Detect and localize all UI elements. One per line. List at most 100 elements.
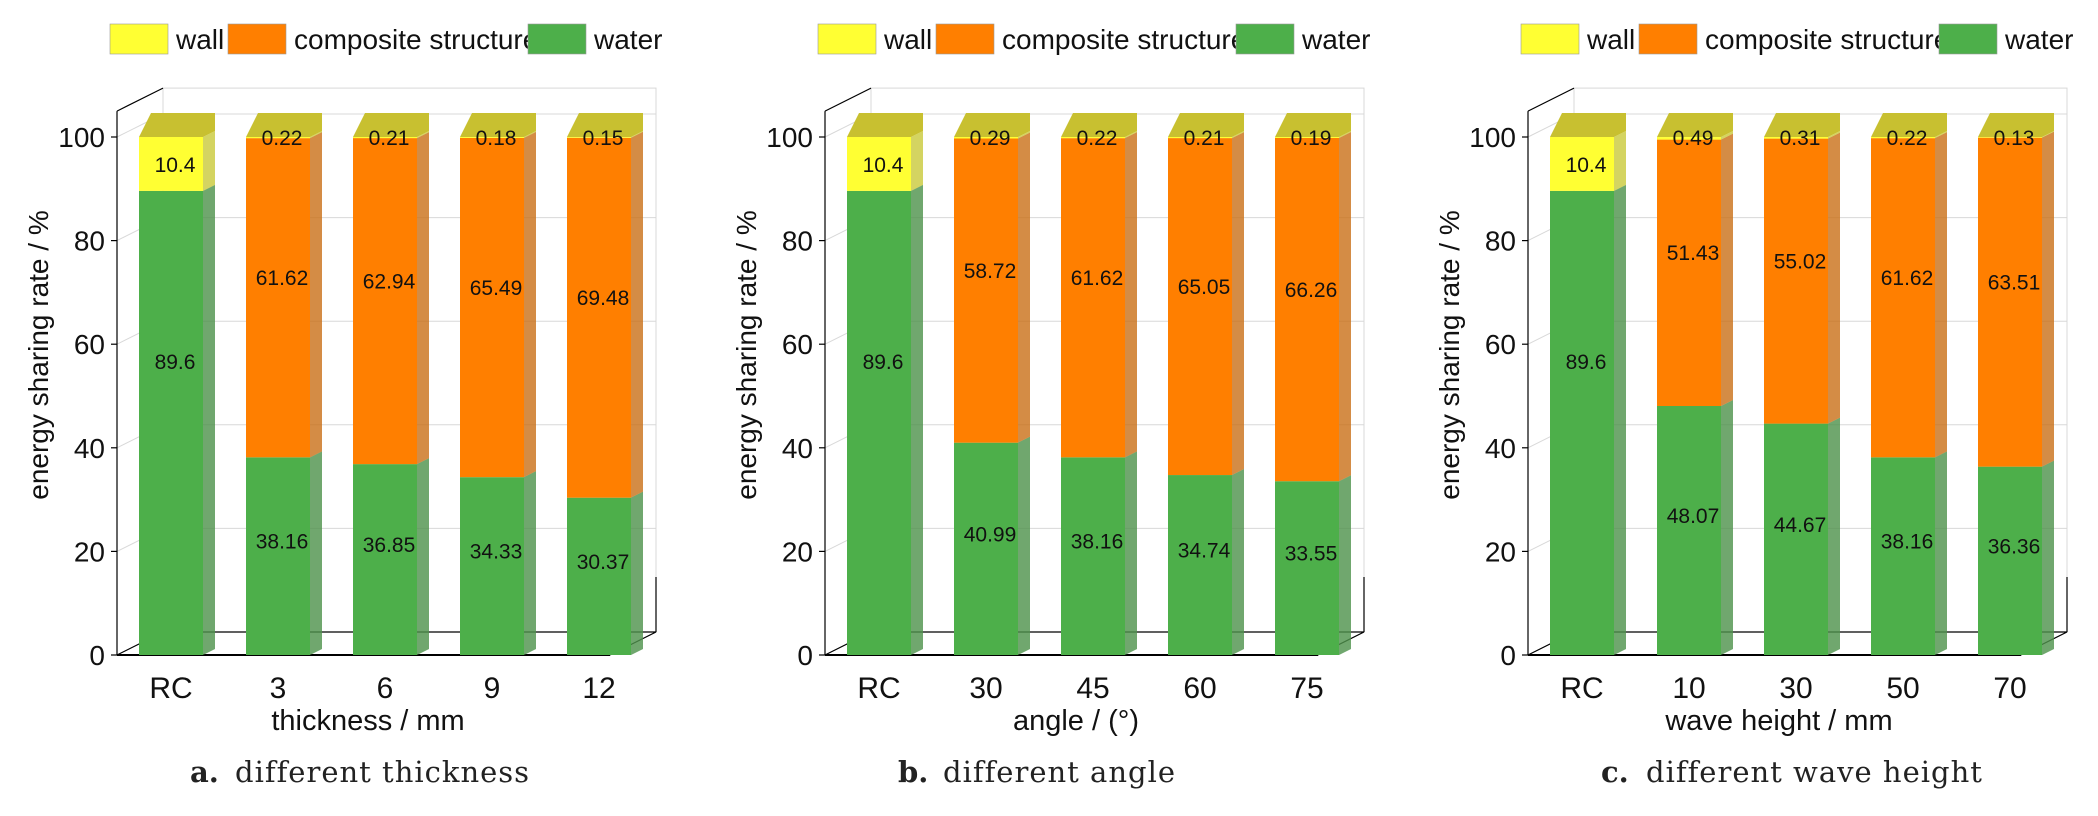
bar-water (1764, 423, 1828, 655)
data-label: 34.33 (470, 541, 523, 564)
bar-top-cap (1657, 113, 1733, 138)
bar-side-shade (1828, 417, 1840, 655)
data-label: 0.21 (1184, 127, 1225, 150)
data-label: 10.4 (863, 154, 904, 177)
bar-side-shade (1018, 132, 1030, 443)
y-tick-label: 20 (74, 536, 105, 567)
bar-side (1935, 451, 1947, 655)
bar-side (1339, 475, 1351, 655)
bar-water (353, 464, 417, 655)
bar-side (1125, 451, 1137, 655)
bar-wall (1764, 137, 1828, 139)
panel-label: c. (1601, 755, 1629, 789)
legend-label: wall (883, 24, 932, 55)
bar-side (417, 458, 429, 655)
bar-side-shade (1614, 184, 1626, 655)
bar-side (1828, 417, 1840, 655)
bar-side (417, 131, 429, 139)
bar-side (524, 131, 536, 138)
bar-wall (353, 137, 417, 139)
bar-side (310, 132, 322, 458)
bar-side-shade (524, 471, 536, 655)
bar-water (1275, 481, 1339, 655)
bar-composite-structure (1061, 138, 1125, 458)
bar-side (1614, 131, 1626, 191)
bar-side-shade (1125, 131, 1137, 139)
data-label: 0.15 (583, 127, 624, 150)
x-tick-label: RC (857, 672, 900, 705)
bar-side (631, 131, 643, 498)
bar-water (1657, 405, 1721, 655)
bar-wall (1978, 137, 2042, 138)
bar-top-cap (567, 113, 643, 137)
data-label: 65.49 (470, 277, 523, 300)
panel-caption: c. different wave height (1601, 755, 1982, 789)
bar-side (1232, 131, 1244, 139)
bar-side-shade (524, 131, 536, 138)
data-label: 33.55 (1285, 543, 1338, 566)
bar-side-shade (1339, 131, 1351, 138)
legend-label: wall (1586, 24, 1635, 55)
x-tick-label: 60 (1183, 672, 1216, 705)
x-axis-title: thickness / mm (271, 705, 464, 737)
bar-side-shade (1828, 131, 1840, 139)
panel-caption: a. different thickness (190, 755, 529, 789)
bar-water (1871, 457, 1935, 655)
bar-wall (1550, 137, 1614, 191)
data-label: 40.99 (964, 523, 1017, 546)
chart-panel-c: 0 20 40 60 80 100 89.6 10.4 RC 48.07 51.43 0.49 10 44… (1434, 23, 2073, 789)
bar-top-cap (1978, 113, 2054, 137)
legend-swatch (1520, 23, 1580, 55)
y-tick-label: 0 (797, 640, 813, 671)
bar-side (631, 131, 643, 138)
legend-label: water (2004, 24, 2073, 55)
bar-side-shade (631, 131, 643, 498)
bar-side (1828, 132, 1840, 424)
bar-side-shade (2042, 131, 2054, 467)
y-tick-label: 80 (1485, 226, 1516, 257)
bar-side (2042, 131, 2054, 138)
legend-label: composite structure (1002, 24, 1246, 55)
bar-side-shade (1125, 132, 1137, 458)
x-tick-label: 30 (1779, 672, 1812, 705)
bar-side-shade (310, 132, 322, 458)
bar-side-shade (1232, 132, 1244, 476)
legend-label: water (1301, 24, 1370, 55)
bar-side-shade (1339, 475, 1351, 655)
chart-panel-b: 0 20 40 60 80 100 89.6 10.4 RC 40.99 58.72 0.29 30 38… (731, 23, 1370, 789)
bar-top-cap (1168, 113, 1244, 137)
data-label: 0.22 (1077, 127, 1118, 150)
data-label: 34.74 (1178, 539, 1231, 562)
bar-side (1018, 436, 1030, 655)
bar-side (1125, 132, 1137, 458)
bar-top-cap (1550, 113, 1626, 137)
bar-wall (954, 137, 1018, 139)
bar-side (1339, 131, 1351, 138)
y-tick-label: 40 (1485, 433, 1516, 464)
data-label: 55.02 (1774, 250, 1827, 273)
bar-side-shade (1935, 131, 1947, 139)
bar-wall (1275, 137, 1339, 138)
bar-side-shade (911, 131, 923, 191)
y-axis-title: energy sharing rate / % (731, 210, 762, 500)
chart-panel-a: 0 20 40 60 80 100 89.6 10.4 RC 38.16 61.62 0.22 3 36.… (23, 23, 662, 789)
y-tick-label: 100 (766, 122, 813, 153)
bar-wall (1168, 137, 1232, 139)
x-tick-label: 45 (1076, 672, 1109, 705)
data-label: 36.85 (363, 534, 416, 557)
bar-side-shade (2042, 131, 2054, 138)
data-label: 38.16 (1071, 531, 1124, 554)
panel-caption-text: different angle (943, 755, 1176, 789)
legend-swatch (935, 23, 995, 55)
legend-swatch (1235, 23, 1295, 55)
legend: wall composite structure water (1520, 23, 2073, 55)
bar-top-cap (954, 113, 1030, 137)
legend-swatch (227, 23, 287, 55)
bar-side (2042, 460, 2054, 655)
data-label: 0.19 (1291, 127, 1332, 150)
bar-top-cap (353, 113, 429, 137)
bar-side (911, 131, 923, 191)
y-axis-depth (116, 87, 164, 112)
bar-side (631, 491, 643, 655)
bar-side (2042, 131, 2054, 467)
